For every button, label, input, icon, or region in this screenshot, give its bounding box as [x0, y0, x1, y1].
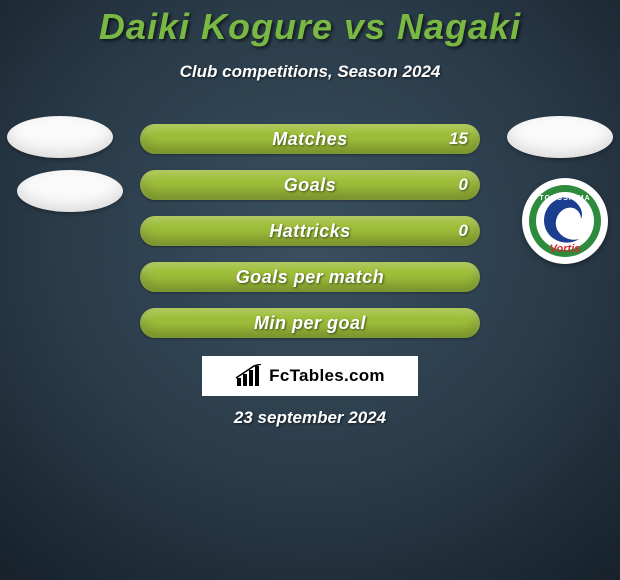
player1-avatar-placeholder	[7, 116, 113, 158]
stat-label: Hattricks	[140, 216, 480, 246]
vortis-crest-icon: TOKUSHIMA Vortis	[527, 183, 603, 259]
stat-label: Min per goal	[140, 308, 480, 338]
stat-label: Matches	[140, 124, 480, 154]
infographic-root: Daiki Kogure vs Nagaki Club competitions…	[0, 0, 620, 580]
player2-avatar-placeholder	[507, 116, 613, 158]
stat-label: Goals	[140, 170, 480, 200]
page-title: Daiki Kogure vs Nagaki	[0, 6, 620, 48]
brand-text: FcTables.com	[269, 366, 385, 386]
brand-badge: FcTables.com	[202, 356, 418, 396]
player1-club-placeholder	[17, 170, 123, 212]
stat-row-hattricks: Hattricks 0	[140, 216, 480, 246]
stat-row-min-per-goal: Min per goal	[140, 308, 480, 338]
stat-right-value: 15	[449, 124, 468, 154]
stat-label: Goals per match	[140, 262, 480, 292]
stat-row-goals: Goals 0	[140, 170, 480, 200]
svg-text:Vortis: Vortis	[550, 243, 581, 255]
player2-club-badge: TOKUSHIMA Vortis	[522, 178, 608, 264]
date-line: 23 september 2024	[0, 408, 620, 428]
bar-chart-icon	[235, 364, 263, 388]
stat-row-goals-per-match: Goals per match	[140, 262, 480, 292]
stat-row-matches: Matches 15	[140, 124, 480, 154]
stat-bars: Matches 15 Goals 0 Hattricks 0 Goals per…	[140, 124, 480, 354]
stat-right-value: 0	[459, 216, 468, 246]
stat-right-value: 0	[459, 170, 468, 200]
svg-text:TOKUSHIMA: TOKUSHIMA	[539, 195, 590, 202]
subtitle: Club competitions, Season 2024	[0, 62, 620, 82]
